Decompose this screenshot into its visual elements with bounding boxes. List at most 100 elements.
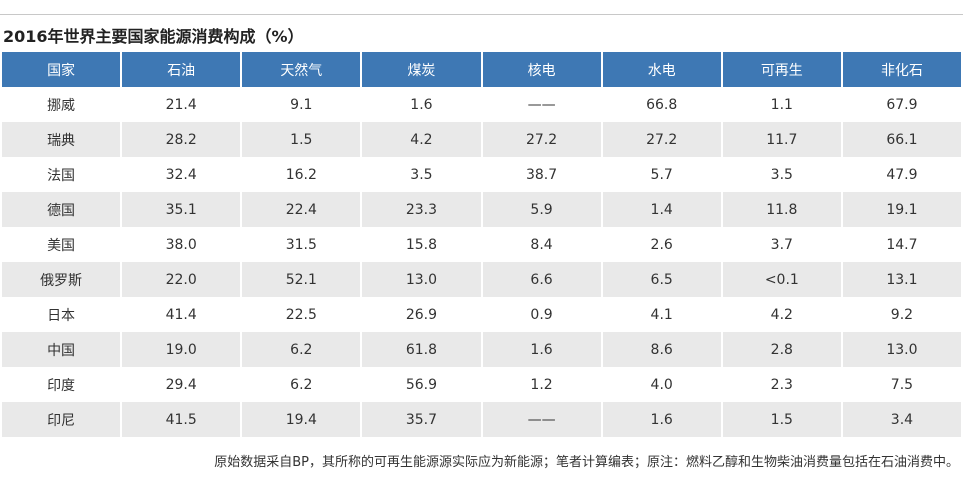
value-cell: 1.6 (602, 402, 721, 437)
value-cell: 9.2 (842, 297, 961, 332)
value-cell: —— (482, 87, 601, 122)
value-cell: 38.7 (482, 157, 601, 192)
value-cell: 6.6 (482, 262, 601, 297)
table-row: 日本 41.4 22.5 26.9 0.9 4.1 4.2 9.2 (2, 297, 961, 332)
value-cell: 14.7 (842, 227, 961, 262)
column-header: 可再生 (722, 52, 841, 87)
value-cell: 13.1 (842, 262, 961, 297)
value-cell: 8.6 (602, 332, 721, 367)
value-cell: 3.5 (362, 157, 481, 192)
value-cell: 32.4 (122, 157, 241, 192)
value-cell: 16.2 (242, 157, 361, 192)
country-cell: 美国 (2, 227, 121, 262)
value-cell: 3.7 (722, 227, 841, 262)
column-header: 核电 (482, 52, 601, 87)
country-cell: 法国 (2, 157, 121, 192)
value-cell: —— (482, 402, 601, 437)
value-cell: 5.9 (482, 192, 601, 227)
value-cell: <0.1 (722, 262, 841, 297)
value-cell: 19.1 (842, 192, 961, 227)
value-cell: 19.4 (242, 402, 361, 437)
value-cell: 9.1 (242, 87, 361, 122)
value-cell: 1.4 (602, 192, 721, 227)
value-cell: 35.7 (362, 402, 481, 437)
value-cell: 67.9 (842, 87, 961, 122)
value-cell: 3.5 (722, 157, 841, 192)
value-cell: 2.8 (722, 332, 841, 367)
column-header: 非化石 (842, 52, 961, 87)
value-cell: 6.5 (602, 262, 721, 297)
value-cell: 5.7 (602, 157, 721, 192)
column-header: 天然气 (242, 52, 361, 87)
country-cell: 日本 (2, 297, 121, 332)
value-cell: 6.2 (242, 332, 361, 367)
value-cell: 0.9 (482, 297, 601, 332)
value-cell: 19.0 (122, 332, 241, 367)
value-cell: 2.3 (722, 367, 841, 402)
value-cell: 15.8 (362, 227, 481, 262)
table-row: 德国 35.1 22.4 23.3 5.9 1.4 11.8 19.1 (2, 192, 961, 227)
value-cell: 22.5 (242, 297, 361, 332)
value-cell: 22.4 (242, 192, 361, 227)
value-cell: 27.2 (482, 122, 601, 157)
country-cell: 印度 (2, 367, 121, 402)
value-cell: 27.2 (602, 122, 721, 157)
value-cell: 3.4 (842, 402, 961, 437)
country-cell: 俄罗斯 (2, 262, 121, 297)
value-cell: 1.5 (242, 122, 361, 157)
value-cell: 7.5 (842, 367, 961, 402)
value-cell: 4.2 (362, 122, 481, 157)
table-body: 挪威 21.4 9.1 1.6 —— 66.8 1.1 67.9 瑞典 28.2 1.5 4.2 27.… (2, 87, 961, 437)
value-cell: 31.5 (242, 227, 361, 262)
country-cell: 瑞典 (2, 122, 121, 157)
value-cell: 61.8 (362, 332, 481, 367)
table-row: 法国 32.4 16.2 3.5 38.7 5.7 3.5 47.9 (2, 157, 961, 192)
table-header-row: 国家 石油 天然气 煤炭 核电 水电 可再生 非化石 (2, 52, 961, 87)
value-cell: 23.3 (362, 192, 481, 227)
value-cell: 6.2 (242, 367, 361, 402)
value-cell: 8.4 (482, 227, 601, 262)
value-cell: 11.7 (722, 122, 841, 157)
value-cell: 35.1 (122, 192, 241, 227)
country-cell: 中国 (2, 332, 121, 367)
value-cell: 1.6 (482, 332, 601, 367)
table-row: 中国 19.0 6.2 61.8 1.6 8.6 2.8 13.0 (2, 332, 961, 367)
table-row: 俄罗斯 22.0 52.1 13.0 6.6 6.5 <0.1 13.1 (2, 262, 961, 297)
country-cell: 挪威 (2, 87, 121, 122)
energy-consumption-table: 国家 石油 天然气 煤炭 核电 水电 可再生 非化石 挪威 21.4 9.1 1.6 —— 66.8 1.… (0, 52, 963, 437)
value-cell: 13.0 (362, 262, 481, 297)
column-header: 国家 (2, 52, 121, 87)
value-cell: 52.1 (242, 262, 361, 297)
value-cell: 41.5 (122, 402, 241, 437)
value-cell: 13.0 (842, 332, 961, 367)
column-header: 水电 (602, 52, 721, 87)
value-cell: 56.9 (362, 367, 481, 402)
value-cell: 11.8 (722, 192, 841, 227)
footnote: 原始数据采自BP，其所称的可再生能源源实际应为新能源；笔者计算编表；原注：燃料乙… (214, 455, 959, 470)
value-cell: 1.1 (722, 87, 841, 122)
value-cell: 4.1 (602, 297, 721, 332)
value-cell: 4.2 (722, 297, 841, 332)
country-cell: 印尼 (2, 402, 121, 437)
column-header: 石油 (122, 52, 241, 87)
value-cell: 47.9 (842, 157, 961, 192)
table-row: 挪威 21.4 9.1 1.6 —— 66.8 1.1 67.9 (2, 87, 961, 122)
table-row: 瑞典 28.2 1.5 4.2 27.2 27.2 11.7 66.1 (2, 122, 961, 157)
value-cell: 38.0 (122, 227, 241, 262)
value-cell: 22.0 (122, 262, 241, 297)
value-cell: 41.4 (122, 297, 241, 332)
top-divider (0, 14, 963, 15)
value-cell: 1.5 (722, 402, 841, 437)
table-row: 美国 38.0 31.5 15.8 8.4 2.6 3.7 14.7 (2, 227, 961, 262)
value-cell: 66.1 (842, 122, 961, 157)
value-cell: 28.2 (122, 122, 241, 157)
column-header: 煤炭 (362, 52, 481, 87)
table-row: 印度 29.4 6.2 56.9 1.2 4.0 2.3 7.5 (2, 367, 961, 402)
country-cell: 德国 (2, 192, 121, 227)
value-cell: 21.4 (122, 87, 241, 122)
value-cell: 4.0 (602, 367, 721, 402)
value-cell: 66.8 (602, 87, 721, 122)
table-row: 印尼 41.5 19.4 35.7 —— 1.6 1.5 3.4 (2, 402, 961, 437)
table-title: 2016年世界主要国家能源消费构成（%） (3, 27, 304, 46)
value-cell: 29.4 (122, 367, 241, 402)
